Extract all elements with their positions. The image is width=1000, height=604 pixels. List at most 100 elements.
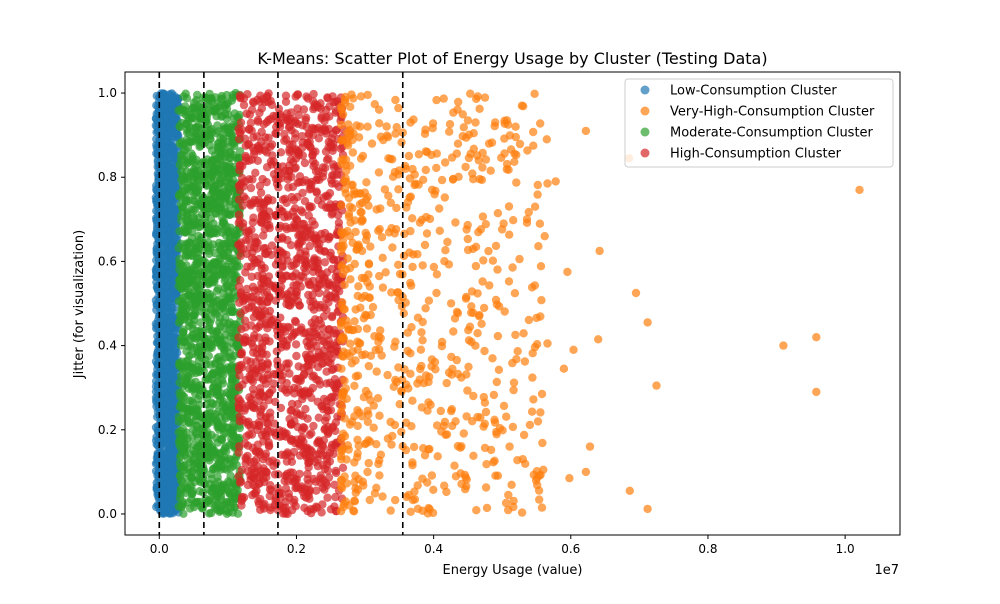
data-point xyxy=(191,188,200,197)
data-point xyxy=(290,212,299,222)
data-point xyxy=(481,155,491,164)
data-point xyxy=(494,365,504,374)
data-point xyxy=(378,492,387,501)
data-point xyxy=(348,180,357,189)
data-point xyxy=(301,328,310,337)
data-point xyxy=(353,421,362,431)
data-point xyxy=(502,412,511,421)
data-point xyxy=(327,440,337,449)
data-point xyxy=(201,213,210,222)
data-point xyxy=(381,268,390,277)
data-point xyxy=(311,502,321,511)
data-point xyxy=(175,362,184,371)
data-point xyxy=(169,471,178,481)
data-point xyxy=(301,247,310,256)
data-point xyxy=(340,414,349,423)
data-point xyxy=(245,364,254,373)
data-point xyxy=(435,204,444,213)
data-point xyxy=(281,222,290,231)
data-point xyxy=(533,417,543,426)
data-point xyxy=(274,489,283,498)
data-point xyxy=(349,94,358,103)
data-point xyxy=(481,483,491,492)
data-point xyxy=(519,430,529,440)
data-point xyxy=(207,508,216,518)
data-point xyxy=(484,246,493,256)
data-point xyxy=(462,412,471,421)
data-point xyxy=(384,191,393,200)
data-point xyxy=(392,203,401,213)
data-point xyxy=(403,328,412,337)
data-point xyxy=(235,186,245,195)
data-point xyxy=(317,508,326,517)
data-point xyxy=(426,400,435,409)
data-point xyxy=(248,473,257,482)
data-point xyxy=(153,426,163,436)
data-point xyxy=(185,351,194,360)
data-point xyxy=(249,334,258,343)
data-point xyxy=(195,441,205,451)
data-point xyxy=(246,423,256,432)
data-point xyxy=(293,90,302,99)
data-point xyxy=(358,477,368,486)
data-point xyxy=(252,258,262,267)
data-point xyxy=(444,368,454,377)
data-point xyxy=(488,256,498,265)
data-point xyxy=(466,149,475,158)
data-point xyxy=(236,244,246,254)
data-point xyxy=(208,399,218,408)
data-point xyxy=(524,207,533,217)
data-point xyxy=(178,267,188,276)
data-point xyxy=(323,93,332,102)
data-point xyxy=(309,89,318,99)
data-point xyxy=(184,342,193,351)
data-point xyxy=(512,178,521,187)
data-point xyxy=(330,480,339,489)
data-point xyxy=(226,503,236,512)
data-point xyxy=(307,393,316,403)
data-point xyxy=(343,254,352,263)
data-point xyxy=(228,93,238,102)
data-point xyxy=(237,179,246,188)
data-point xyxy=(204,279,213,289)
data-point xyxy=(254,497,263,506)
data-point xyxy=(322,397,331,406)
data-point xyxy=(522,218,532,227)
data-point xyxy=(507,480,516,489)
data-point xyxy=(375,119,384,128)
data-point xyxy=(163,238,173,247)
data-point xyxy=(308,151,317,160)
data-point xyxy=(270,419,279,428)
data-point xyxy=(350,381,359,390)
data-point xyxy=(235,412,244,421)
data-point xyxy=(398,375,407,384)
data-point xyxy=(311,457,320,467)
data-point xyxy=(223,319,233,329)
data-point xyxy=(170,351,179,361)
data-point xyxy=(390,229,399,238)
data-point xyxy=(413,379,422,388)
data-point xyxy=(322,367,331,376)
data-point xyxy=(259,244,268,253)
data-point xyxy=(493,471,503,480)
data-point xyxy=(236,238,246,247)
data-point xyxy=(373,394,383,403)
data-point xyxy=(389,382,398,391)
data-point xyxy=(493,265,502,274)
data-point xyxy=(301,404,310,414)
data-point xyxy=(304,458,313,468)
data-point xyxy=(264,272,274,281)
data-point xyxy=(336,318,346,328)
data-point xyxy=(415,218,425,227)
data-point xyxy=(203,110,212,119)
data-point xyxy=(532,313,541,323)
data-point xyxy=(235,128,244,137)
data-point xyxy=(408,458,417,467)
data-point xyxy=(337,120,346,130)
data-point xyxy=(191,412,201,421)
data-point xyxy=(172,132,181,142)
data-point xyxy=(375,411,384,420)
data-point xyxy=(185,288,194,297)
data-point xyxy=(336,335,346,345)
data-point xyxy=(338,110,348,119)
